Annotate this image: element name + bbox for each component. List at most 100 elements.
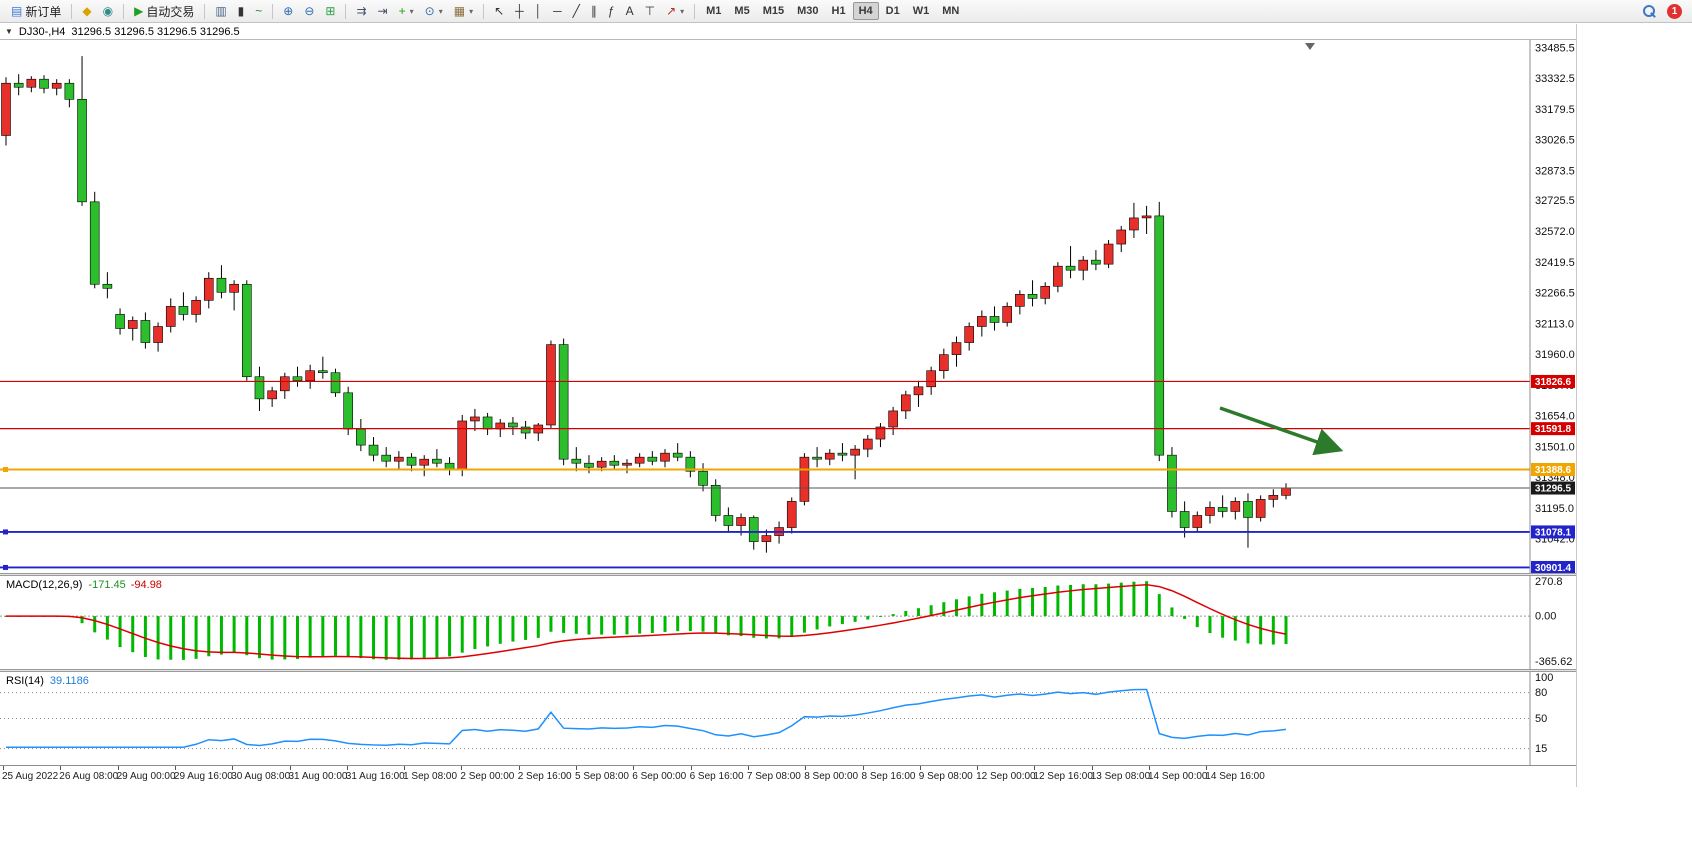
toolbar-right-cluster: 1	[1642, 3, 1686, 19]
macd-axis-label: 0.00	[1535, 611, 1556, 623]
chart-shift-marker[interactable]	[1305, 43, 1315, 50]
hline-handle[interactable]	[3, 564, 8, 570]
arrows-button[interactable]: ↗ ▾	[661, 2, 689, 21]
timeframe-h1[interactable]: H1	[831, 5, 846, 17]
price-axis-label: 33332.5	[1535, 73, 1575, 85]
rsi-panel[interactable]: 100 80 50 15	[0, 672, 1576, 765]
time-axis-label: 29 Aug 00:00	[116, 771, 176, 782]
tile-windows-button[interactable]: ⊞	[320, 2, 340, 21]
timeframe-mn[interactable]: MN	[942, 5, 960, 17]
rsi-axis-label: 15	[1535, 743, 1547, 755]
time-axis-label: 31 Aug 00:00	[288, 771, 348, 782]
horizontal-line-button[interactable]: ─	[548, 2, 567, 21]
channel-button[interactable]: ∥	[586, 2, 602, 21]
price-axis-label: 31654.0	[1535, 411, 1575, 423]
chart-candles-button[interactable]: ▮	[233, 2, 250, 21]
line-chart-icon: ~	[255, 4, 263, 18]
timeframe-m15[interactable]: M15	[762, 5, 785, 17]
chart-bars-button[interactable]: ▥	[210, 2, 231, 21]
price-axis-label: 33026.5	[1535, 135, 1575, 147]
time-axis-tick	[977, 766, 979, 770]
time-axis-tick	[633, 766, 635, 770]
price-badge-31826.6	[1531, 374, 1575, 388]
price-axis-label: 32419.5	[1535, 257, 1575, 269]
price-axis-label: 32873.5	[1535, 165, 1575, 177]
chart-shift-icon: ⇥	[377, 4, 388, 18]
metaeditor-icon: ◆	[82, 4, 92, 18]
chevron-down-icon: ▾	[469, 6, 474, 16]
time-axis-tick	[1091, 766, 1093, 770]
time-axis-label: 6 Sep 16:00	[689, 771, 744, 782]
timeframe-m30[interactable]: M30	[797, 5, 819, 17]
macd-signal-line	[5, 583, 1287, 660]
timeframe-d1[interactable]: D1	[885, 5, 900, 17]
indicators-button[interactable]: + ▾	[394, 2, 419, 21]
chart-line-button[interactable]: ~	[250, 2, 267, 21]
add-indicator-icon: +	[398, 4, 406, 18]
time-axis-label: 29 Aug 16:00	[173, 771, 233, 782]
price-badge-text: 31296.5	[1535, 484, 1572, 495]
arrow-annotation[interactable]	[1219, 406, 1344, 456]
profiles-button[interactable]: ◉	[98, 2, 118, 21]
fibonacci-button[interactable]: ƒ	[603, 2, 620, 21]
chart-ohlc-values: 31296.5 31296.5 31296.5 31296.5	[71, 25, 240, 38]
time-axis-tick	[461, 766, 463, 770]
trendline-button[interactable]: ╱	[568, 2, 585, 21]
periods-button[interactable]: ⊙ ▾	[420, 2, 448, 21]
time-axis-label: 14 Sep 00:00	[1148, 771, 1208, 782]
zoom-out-button[interactable]: ⊖	[299, 2, 319, 21]
toolbar-separator	[694, 3, 696, 19]
cursor-button[interactable]: ↖	[489, 2, 509, 21]
time-axis-label: 5 Sep 08:00	[575, 771, 629, 782]
timeframe-w1[interactable]: W1	[912, 5, 930, 17]
search-icon[interactable]	[1642, 4, 1657, 19]
zoom-in-button[interactable]: ⊕	[278, 2, 298, 21]
time-axis-label: 26 Aug 08:00	[59, 771, 119, 782]
one-click-trading-toggle[interactable]: ▼	[5, 27, 13, 36]
autotrading-button[interactable]: ▶ 自动交易	[129, 2, 199, 21]
zoom-in-icon: ⊕	[283, 4, 294, 18]
chart-shift-button[interactable]: ⇥	[373, 2, 393, 21]
price-badge-31078.1	[1531, 525, 1575, 539]
clock-icon: ⊙	[424, 4, 435, 18]
macd-panel[interactable]: 270.8 0.00 -365.62	[0, 576, 1576, 669]
vertical-line-button[interactable]: │	[530, 2, 548, 21]
templates-button[interactable]: ▦ ▾	[449, 2, 478, 21]
rsi-panel-divider[interactable]	[0, 669, 1576, 672]
crosshair-button[interactable]: ┼	[510, 2, 529, 21]
price-badge-text: 31591.8	[1535, 424, 1572, 435]
hline-handle[interactable]	[3, 467, 8, 473]
metaeditor-button[interactable]: ◆	[77, 2, 96, 21]
time-axis-label: 30 Aug 08:00	[231, 771, 291, 782]
horizontal-line-icon: ─	[553, 4, 562, 18]
main-price-chart[interactable]: 33485.5 33332.5 33179.5 33026.5 32873.5 32725…	[0, 40, 1576, 573]
timeframe-m1[interactable]: M1	[706, 5, 722, 17]
time-axis-label: 6 Sep 00:00	[632, 771, 687, 782]
macd-histogram	[4, 581, 1288, 660]
rsi-axis-label: 50	[1535, 713, 1547, 725]
notification-badge[interactable]: 1	[1667, 3, 1682, 19]
auto-scroll-button[interactable]: ⇉	[351, 2, 371, 21]
macd-panel-divider[interactable]	[0, 573, 1576, 576]
price-axis-label: 32725.5	[1535, 195, 1575, 207]
new-order-button[interactable]: ▤ 新订单	[6, 2, 66, 21]
price-badge-text: 31388.6	[1535, 465, 1572, 476]
price-badge-30901.4	[1531, 560, 1575, 573]
text-button[interactable]: A	[621, 2, 639, 21]
label-button[interactable]: ⊤	[640, 2, 660, 21]
toolbar-separator	[272, 3, 274, 19]
time-axis-tick	[404, 766, 406, 770]
channel-icon: ∥	[590, 4, 597, 18]
time-axis[interactable]: 25 Aug 2022 26 Aug 08:00 29 Aug 00:00 29 Au…	[0, 765, 1576, 787]
zoom-out-icon: ⊖	[304, 4, 315, 18]
time-axis-tick	[174, 766, 176, 770]
time-axis-tick	[747, 766, 749, 770]
timeframe-h4[interactable]: H4	[852, 2, 879, 20]
hline-handle[interactable]	[3, 529, 8, 535]
toolbar-separator	[345, 3, 347, 19]
timeframe-m5[interactable]: M5	[734, 5, 750, 17]
time-axis-tick	[862, 766, 864, 770]
price-badge-text: 31078.1	[1535, 527, 1572, 538]
price-axis-label: 31501.0	[1535, 441, 1575, 453]
